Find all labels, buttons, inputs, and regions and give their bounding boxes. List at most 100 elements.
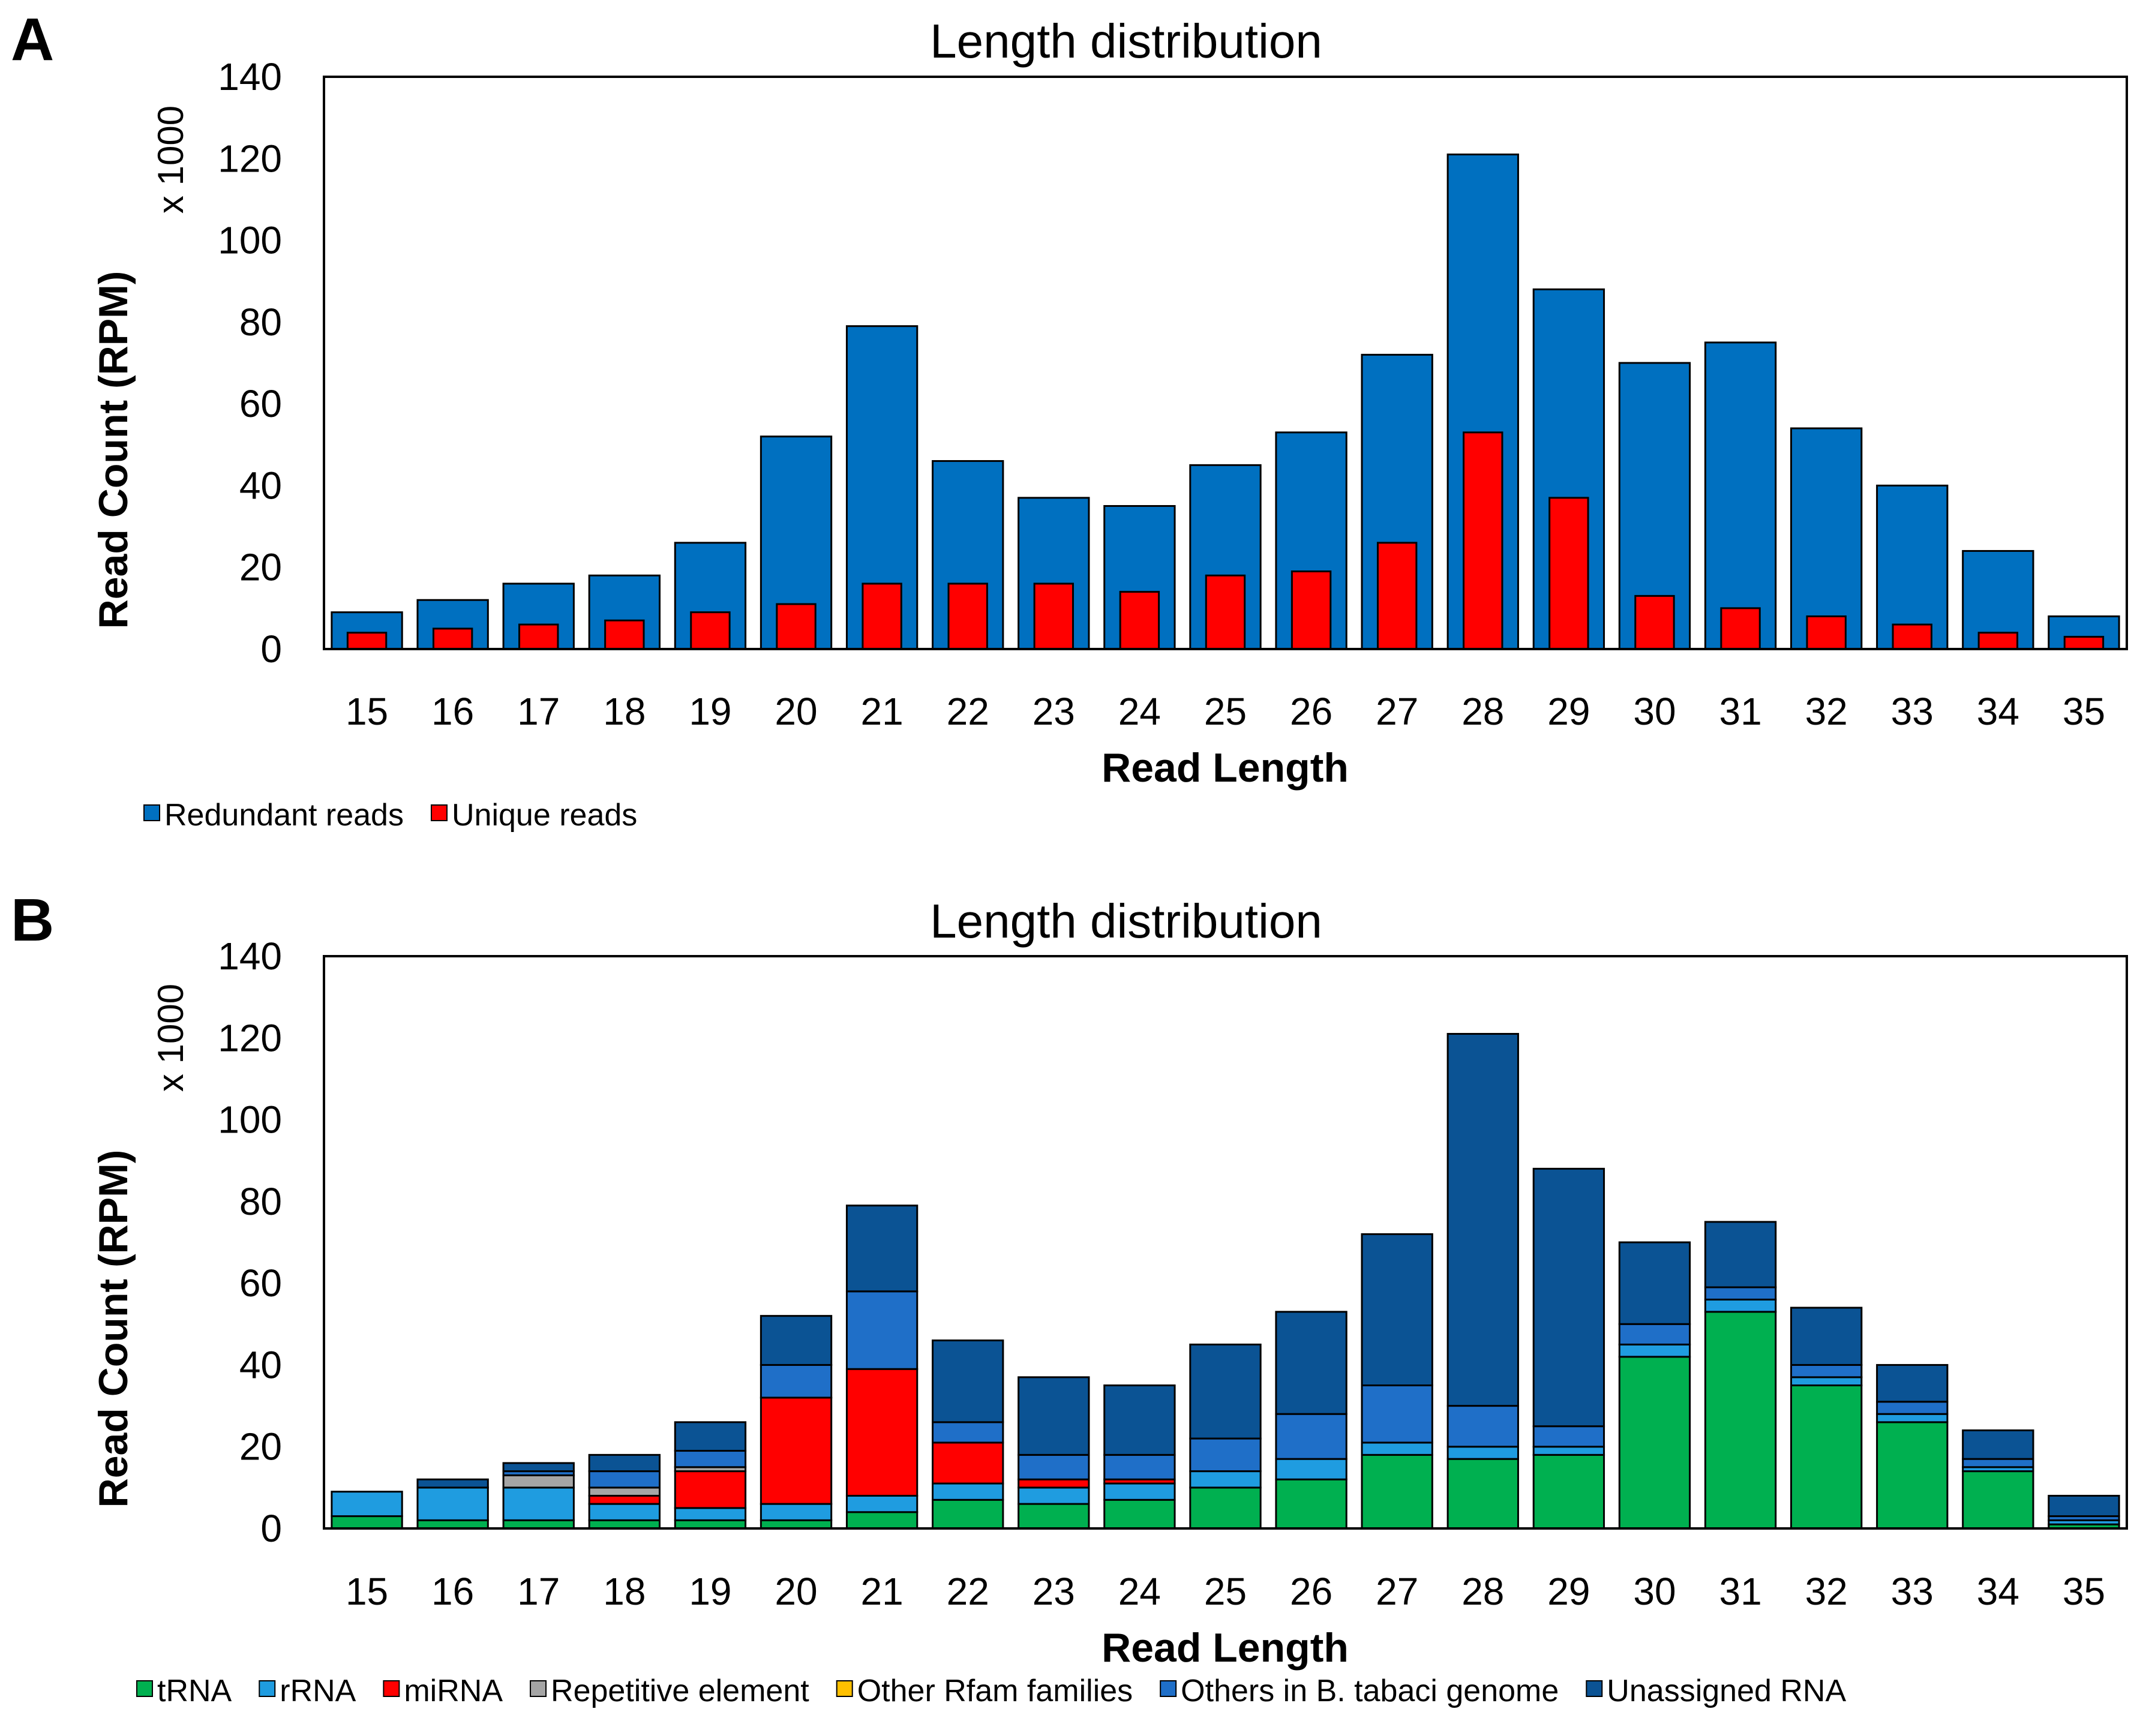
bar-redundant-reads-32 — [1790, 427, 1863, 650]
x-tick-label: 21 — [861, 1570, 904, 1613]
bar-segment-others-in-b-tabaci-genome-28 — [1446, 1405, 1519, 1448]
panel-a-legend: Redundant reads Unique reads — [143, 798, 637, 833]
x-tick-label: 18 — [603, 690, 646, 733]
x-tick-label: 35 — [2063, 1570, 2105, 1613]
bar-segment-unassigned-rna-23 — [1018, 1376, 1090, 1456]
bar-segment-rrna-22 — [932, 1482, 1004, 1501]
legend-label-repetitive-element: Repetitive element — [551, 1674, 809, 1708]
x-tick-label: 15 — [346, 690, 388, 733]
bar-unique-reads-15 — [346, 632, 388, 650]
bar-segment-unassigned-rna-32 — [1790, 1306, 1863, 1366]
bar-unique-reads-26 — [1290, 570, 1332, 650]
x-tick-label: 27 — [1376, 690, 1418, 733]
bar-segment-trna-22 — [932, 1498, 1004, 1530]
bar-segment-rrna-17 — [502, 1486, 575, 1521]
legend-label-mirna: miRNA — [404, 1674, 503, 1708]
bar-segment-others-in-b-tabaci-genome-31 — [1704, 1286, 1777, 1301]
bar-segment-unassigned-rna-33 — [1876, 1363, 1949, 1403]
panel-b-letter: B — [11, 887, 54, 954]
bar-segment-trna-24 — [1103, 1498, 1176, 1530]
bar-segment-others-in-b-tabaci-genome-26 — [1275, 1413, 1347, 1460]
legend-swatch-mirna — [383, 1680, 400, 1697]
legend-label-other-rfam-families: Other Rfam families — [857, 1674, 1133, 1708]
legend-swatch-other-rfam-families — [836, 1680, 853, 1697]
y-tick-label: 80 — [239, 1180, 282, 1223]
x-tick-label: 16 — [431, 1570, 474, 1613]
bar-segment-rrna-18 — [588, 1503, 661, 1521]
legend-label-unassigned-rna: Unassigned RNA — [1607, 1674, 1846, 1708]
bar-segment-mirna-18 — [588, 1494, 661, 1505]
x-tick-label: 25 — [1204, 1570, 1247, 1613]
bar-segment-rrna-32 — [1790, 1376, 1863, 1386]
x-tick-label: 19 — [689, 1570, 731, 1613]
legend-label-unique-reads: Unique reads — [452, 798, 637, 833]
bar-segment-rrna-31 — [1704, 1298, 1777, 1313]
panel-b-title: Length distribution — [930, 894, 1322, 948]
y-tick-label: 0 — [260, 627, 282, 671]
bar-unique-reads-22 — [947, 582, 988, 650]
bar-segment-rrna-21 — [845, 1494, 919, 1513]
bar-segment-unassigned-rna-35 — [2048, 1494, 2120, 1518]
y-tick-label: 40 — [239, 1343, 282, 1386]
x-tick-label: 34 — [1977, 690, 2019, 733]
bar-segment-others-in-b-tabaci-genome-29 — [1532, 1425, 1605, 1448]
bar-segment-repetitive-element-17 — [502, 1474, 575, 1489]
legend-swatch-repetitive-element — [530, 1680, 547, 1697]
x-tick-label: 22 — [947, 690, 989, 733]
panel-b-plot-frame — [323, 955, 2128, 1530]
x-tick-label: 23 — [1033, 1570, 1075, 1613]
bar-segment-trna-31 — [1704, 1311, 1777, 1530]
bar-segment-trna-30 — [1618, 1356, 1691, 1530]
bar-segment-others-in-b-tabaci-genome-34 — [1962, 1458, 2034, 1468]
bar-segment-unassigned-rna-21 — [845, 1205, 919, 1293]
x-tick-label: 30 — [1633, 690, 1676, 733]
y-tick-label: 100 — [218, 219, 282, 262]
bar-segment-unassigned-rna-34 — [1962, 1429, 2034, 1460]
legend-label-others-in-b-tabaci-genome: Others in B. tabaci genome — [1181, 1674, 1559, 1708]
bar-segment-rrna-23 — [1018, 1486, 1090, 1505]
bar-unique-reads-30 — [1634, 594, 1675, 650]
bar-segment-trna-27 — [1361, 1453, 1433, 1530]
y-tick-label: 60 — [239, 1262, 282, 1305]
bar-segment-unassigned-rna-26 — [1275, 1311, 1347, 1415]
y-tick-label: 100 — [218, 1098, 282, 1142]
bar-segment-rrna-33 — [1876, 1413, 1949, 1423]
bar-segment-trna-34 — [1962, 1470, 2034, 1530]
bar-segment-unassigned-rna-24 — [1103, 1384, 1176, 1456]
x-tick-label: 33 — [1891, 690, 1934, 733]
bar-redundant-reads-33 — [1876, 484, 1949, 650]
panel-a-letter: A — [11, 6, 54, 73]
bar-segment-rrna-15 — [331, 1491, 403, 1518]
bar-segment-unassigned-rna-20 — [760, 1315, 833, 1366]
panel-b-y-multiplier: x 1000 — [151, 984, 191, 1092]
bar-segment-unassigned-rna-17 — [502, 1462, 575, 1473]
bar-segment-others-in-b-tabaci-genome-18 — [588, 1470, 661, 1489]
legend-swatch-others-in-b-tabaci-genome — [1160, 1680, 1177, 1697]
bar-segment-unassigned-rna-29 — [1532, 1167, 1605, 1428]
legend-label-redundant-reads: Redundant reads — [164, 798, 404, 833]
bar-segment-trna-32 — [1790, 1384, 1863, 1530]
y-tick-label: 80 — [239, 301, 282, 344]
panel-b-x-ticks: 15 16 17 18 19 20 21 22 23 24 25 26 27 28 29 30 31 32 33 34… — [346, 1570, 2105, 1613]
bar-segment-mirna-20 — [760, 1396, 833, 1505]
panel-a-y-multiplier: x 1000 — [151, 106, 191, 214]
panel-a-title: Length distribution — [930, 14, 1322, 68]
bar-segment-repetitive-element-18 — [588, 1486, 661, 1497]
x-tick-label: 20 — [775, 1570, 817, 1613]
x-tick-label: 17 — [517, 1570, 560, 1613]
bar-segment-trna-16 — [416, 1519, 489, 1530]
bar-segment-unassigned-rna-22 — [932, 1339, 1004, 1423]
bar-segment-trna-20 — [760, 1519, 833, 1530]
x-tick-label: 20 — [775, 690, 817, 733]
legend-swatch-trna — [136, 1680, 153, 1697]
x-tick-label: 29 — [1547, 1570, 1590, 1613]
bar-unique-reads-24 — [1119, 591, 1160, 650]
x-tick-label: 28 — [1461, 690, 1504, 733]
bar-segment-rrna-19 — [674, 1507, 747, 1521]
bar-segment-unassigned-rna-27 — [1361, 1233, 1433, 1386]
panel-b-legend: tRNA rRNA miRNA Repetitive element Other Rfa… — [136, 1674, 1846, 1708]
bar-segment-unassigned-rna-18 — [588, 1453, 661, 1473]
panel-a-plot-frame — [323, 76, 2128, 650]
bar-segment-mirna-22 — [932, 1441, 1004, 1485]
panel-a: A Length distribution Read Count (RPM) x… — [11, 6, 2128, 833]
